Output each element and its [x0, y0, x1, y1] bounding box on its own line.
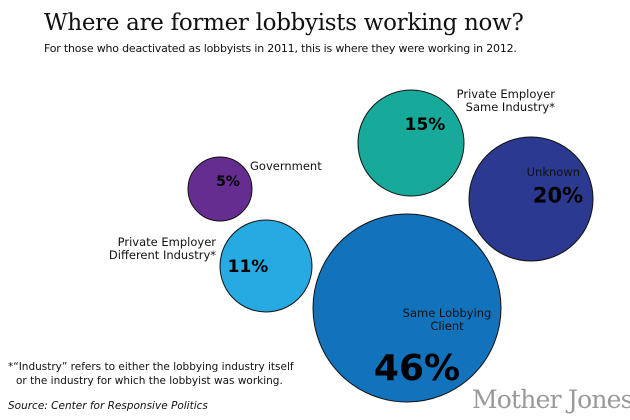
chart-subtitle: For those who deactivated as lobbyists i…: [44, 42, 517, 55]
mother-jones-logo: Mother Jones: [472, 385, 630, 414]
value-label-government: 5%: [216, 174, 240, 190]
bubble-private-employer-different-industry: [219, 219, 313, 313]
category-label-unknown: Unknown: [527, 165, 580, 179]
bubble-government: [187, 156, 253, 222]
category-label-private-employer-different-industry: Different Industry*: [109, 248, 216, 262]
bubble-same-lobbying-client: [312, 213, 502, 403]
category-label-same-lobbying-client: Same Lobbying: [403, 306, 492, 320]
category-label-private-employer-different-industry: Private Employer: [118, 235, 217, 249]
footnote-line-1: *“Industry” refers to either the lobbyin…: [8, 361, 294, 373]
chart-title: Where are former lobbyists working now?: [44, 10, 524, 36]
value-label-same-lobbying-client: 46%: [374, 348, 460, 389]
value-label-private-employer-same-industry: 15%: [405, 115, 446, 135]
value-label-unknown: 20%: [533, 184, 583, 208]
bubble-private-employer-same-industry: [357, 89, 465, 197]
source-note: Source: Center for Responsive Politics: [8, 400, 208, 412]
category-label-same-lobbying-client: Client: [430, 319, 464, 333]
bubble-unknown: [468, 136, 594, 262]
value-label-private-employer-different-industry: 11%: [228, 257, 269, 277]
footnote-line-2: or the industry for which the lobbyist w…: [16, 375, 283, 387]
category-label-private-employer-same-industry: Same Industry*: [466, 100, 556, 114]
footnote: *“Industry” refers to either the lobbyin…: [8, 360, 294, 388]
category-label-private-employer-same-industry: Private Employer: [457, 87, 556, 101]
category-label-government: Government: [250, 159, 322, 173]
